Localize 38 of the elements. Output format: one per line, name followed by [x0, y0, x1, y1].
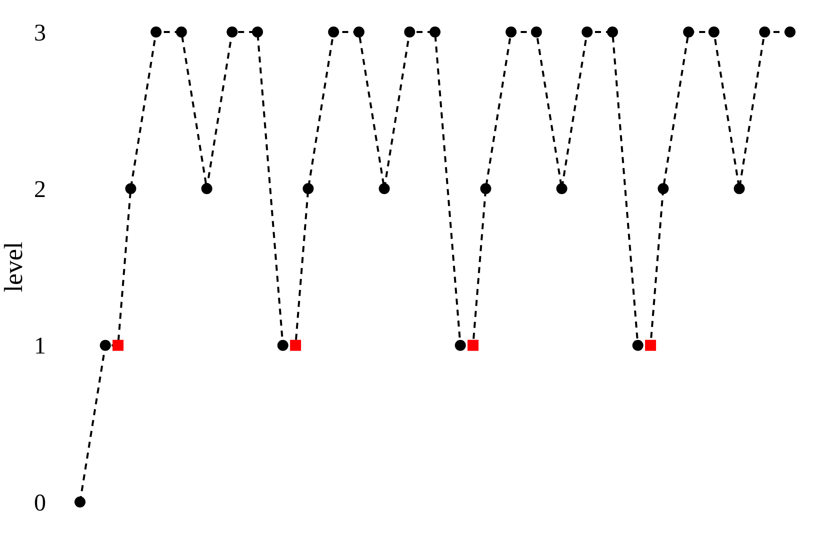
y-axis-title: level [0, 242, 28, 292]
point [480, 183, 492, 194]
point [176, 26, 187, 38]
point [112, 340, 124, 351]
point [708, 26, 720, 38]
point [430, 26, 440, 38]
point [632, 340, 644, 351]
point [404, 26, 416, 38]
point [734, 183, 745, 194]
point [74, 496, 86, 508]
point [556, 183, 568, 194]
point [645, 340, 656, 351]
y-tick-label: 0 [34, 490, 46, 516]
point [252, 26, 263, 38]
point [683, 26, 694, 38]
point [658, 183, 669, 194]
point [150, 26, 162, 38]
point [125, 183, 136, 194]
y-tick-label: 1 [34, 334, 46, 360]
point [530, 26, 542, 38]
point [506, 26, 517, 38]
y-tick-label: 2 [34, 177, 46, 204]
point [607, 26, 618, 38]
point [468, 340, 479, 351]
y-tick-label: 3 [34, 20, 46, 46]
point [353, 26, 364, 38]
point [454, 340, 466, 351]
point [226, 26, 238, 38]
point [302, 183, 314, 194]
point [290, 340, 302, 351]
point [759, 26, 770, 38]
point [582, 26, 593, 38]
point [784, 26, 796, 38]
point [378, 183, 390, 194]
point [277, 340, 288, 351]
point [100, 340, 111, 351]
point [201, 183, 212, 194]
point [328, 26, 340, 38]
